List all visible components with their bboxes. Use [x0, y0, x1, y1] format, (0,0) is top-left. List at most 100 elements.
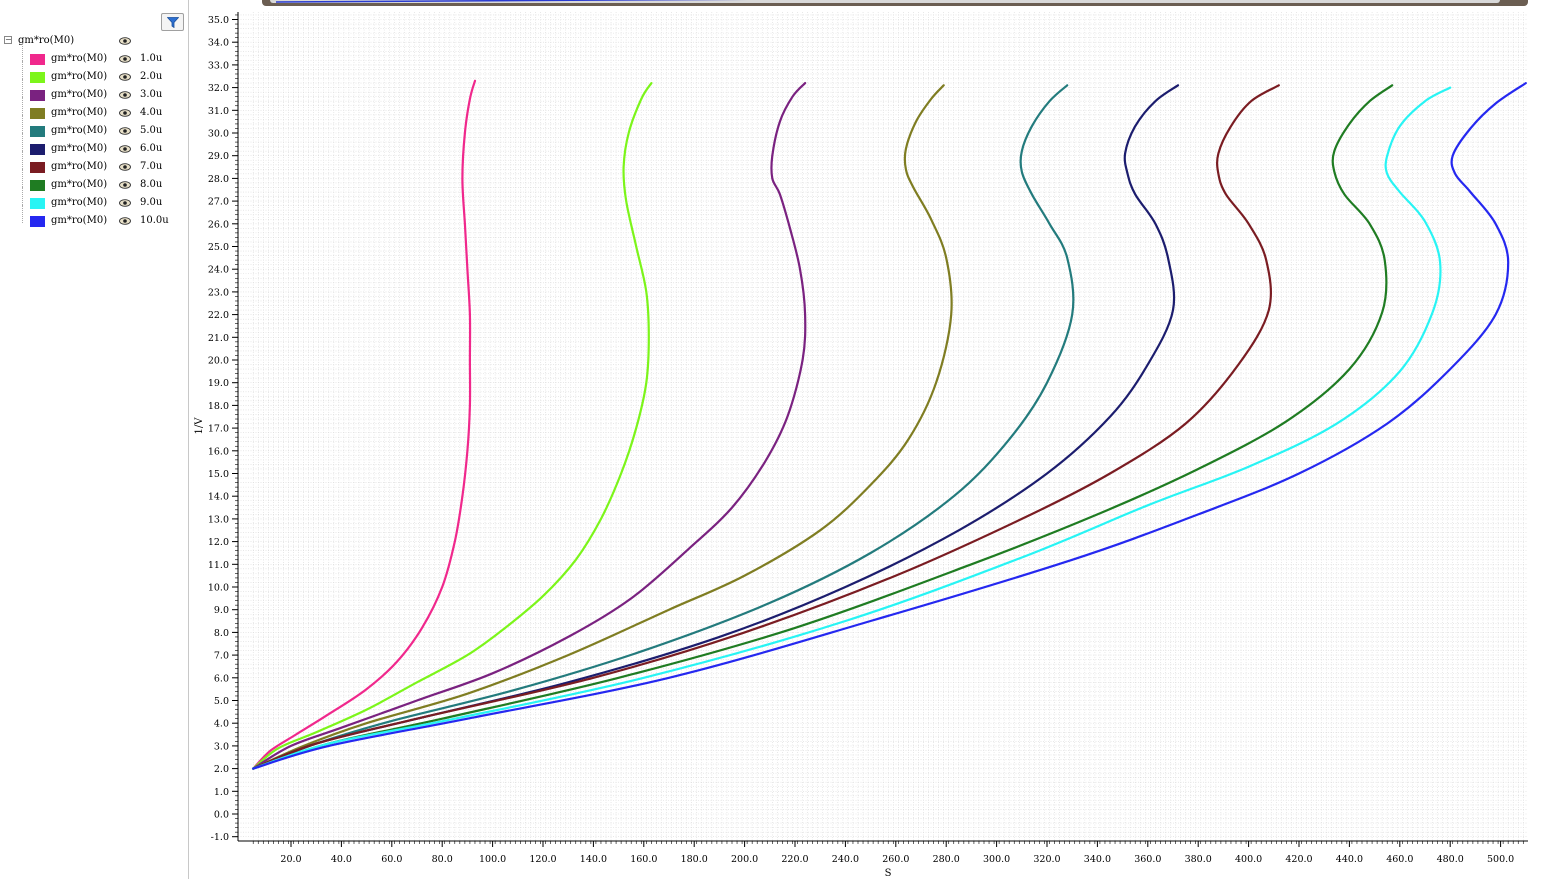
legend-item-value: 3.0u — [140, 89, 163, 100]
visibility-eye-icon[interactable] — [119, 163, 131, 171]
series-line-10[interactable] — [252, 82, 1527, 770]
legend-item-value: 4.0u — [140, 107, 163, 118]
y-tick-label: -1.0 — [211, 832, 229, 843]
visibility-eye-icon[interactable] — [119, 73, 131, 81]
tree-connector — [22, 169, 24, 187]
y-tick-label: 9.0 — [214, 605, 229, 616]
y-tick-label: 19.0 — [208, 378, 229, 389]
tree-connector — [22, 79, 24, 97]
y-tick-label: 26.0 — [208, 219, 229, 230]
x-axis-title: S — [885, 868, 892, 879]
y-tick-label: 3.0 — [214, 741, 229, 752]
series-line-3[interactable] — [252, 82, 807, 770]
tree-connector — [22, 133, 24, 151]
y-tick-label: 32.0 — [208, 83, 229, 94]
legend-item-value: 2.0u — [140, 71, 163, 82]
legend-item-value: 8.0u — [140, 179, 163, 190]
legend-item[interactable]: gm*ro(M0) 3.0u — [0, 79, 186, 105]
legend-swatch — [30, 180, 45, 191]
tree-connector — [22, 205, 24, 223]
x-tick-label: 60.0 — [381, 854, 402, 865]
collapse-toggle-icon[interactable]: − — [4, 35, 12, 44]
x-tick-label: 280.0 — [933, 854, 960, 865]
tree-connector — [22, 97, 24, 115]
x-tick-label: 300.0 — [983, 854, 1010, 865]
y-tick-label: 28.0 — [208, 174, 229, 185]
visibility-eye-icon[interactable] — [119, 181, 131, 189]
plot-series — [252, 79, 1527, 770]
tree-connector — [22, 61, 24, 79]
legend-item-name: gm*ro(M0) — [51, 161, 108, 172]
x-tick-label: 80.0 — [432, 854, 453, 865]
plot-axes: -1.0 0.0 1.0 2.0 3.0 4.0 5.0 6.0 7.0 8.0 9.0 10.0 11… — [208, 12, 1528, 865]
series-line-8[interactable] — [252, 84, 1394, 770]
visibility-eye-icon[interactable] — [119, 145, 131, 153]
x-tick-label: 40.0 — [331, 854, 352, 865]
legend-item-name: gm*ro(M0) — [51, 89, 108, 100]
y-tick-label: 11.0 — [208, 560, 229, 571]
legend-item[interactable]: gm*ro(M0) 7.0u — [0, 151, 186, 177]
visibility-eye-icon[interactable] — [119, 199, 131, 207]
legend-item[interactable]: gm*ro(M0) 10.0u — [0, 205, 186, 231]
x-tick-label: 20.0 — [280, 854, 301, 865]
visibility-eye-icon[interactable] — [119, 217, 131, 225]
visibility-eye-icon[interactable] — [119, 127, 131, 135]
y-tick-label: 23.0 — [208, 287, 229, 298]
y-tick-label: 6.0 — [214, 673, 229, 684]
x-tick-label: 100.0 — [479, 854, 506, 865]
visibility-eye-icon[interactable] — [119, 37, 131, 45]
y-tick-label: 16.0 — [208, 446, 229, 457]
x-tick-label: 200.0 — [731, 854, 758, 865]
legend-item-name: gm*ro(M0) — [51, 53, 108, 64]
legend-item[interactable]: gm*ro(M0) 8.0u — [0, 169, 186, 195]
visibility-eye-icon[interactable] — [119, 109, 131, 117]
x-tick-label: 260.0 — [882, 854, 909, 865]
legend-swatch — [30, 144, 45, 155]
legend-item[interactable]: gm*ro(M0) 4.0u — [0, 97, 186, 123]
x-tick-label: 500.0 — [1487, 854, 1514, 865]
plot-area[interactable]: -1.0 0.0 1.0 2.0 3.0 4.0 5.0 6.0 7.0 8.0 9.0 10.0 11… — [190, 0, 1546, 879]
legend-item[interactable]: gm*ro(M0) 1.0u — [0, 43, 186, 69]
series-line-2[interactable] — [252, 82, 653, 770]
y-tick-label: 17.0 — [208, 424, 229, 435]
visibility-eye-icon[interactable] — [119, 55, 131, 63]
x-tick-label: 480.0 — [1437, 854, 1464, 865]
legend-item-value: 9.0u — [140, 197, 163, 208]
tree-connector — [22, 43, 24, 61]
y-tick-label: 18.0 — [208, 401, 229, 412]
series-line-5[interactable] — [252, 84, 1075, 770]
y-tick-label: 33.0 — [208, 60, 229, 71]
x-tick-label: 460.0 — [1386, 854, 1413, 865]
x-tick-label: 140.0 — [580, 854, 607, 865]
legend-item[interactable]: gm*ro(M0) 2.0u — [0, 61, 186, 87]
tree-connector — [22, 151, 24, 169]
y-tick-label: 22.0 — [208, 310, 229, 321]
y-tick-label: 13.0 — [208, 514, 229, 525]
scrollbar-top[interactable] — [262, 0, 1528, 6]
tree-root-node[interactable]: − gm*ro(M0) — [4, 34, 184, 50]
filter-button[interactable] — [161, 13, 184, 31]
legend-item[interactable]: gm*ro(M0) 6.0u — [0, 133, 186, 159]
x-tick-label: 220.0 — [781, 854, 808, 865]
legend-item[interactable]: gm*ro(M0) 9.0u — [0, 187, 186, 213]
visibility-eye-icon[interactable] — [119, 91, 131, 99]
series-line-4[interactable] — [252, 84, 953, 770]
x-tick-label: 440.0 — [1336, 854, 1363, 865]
series-line-1[interactable] — [252, 79, 477, 770]
legend-item-name: gm*ro(M0) — [51, 215, 108, 226]
series-line-7[interactable] — [252, 84, 1280, 770]
x-tick-label: 380.0 — [1185, 854, 1212, 865]
x-tick-label: 340.0 — [1084, 854, 1111, 865]
y-tick-label: 1.0 — [214, 787, 229, 798]
y-tick-label: 35.0 — [208, 15, 229, 26]
series-line-9[interactable] — [252, 86, 1452, 770]
tree-connector — [22, 187, 24, 205]
tree-connector — [22, 115, 24, 133]
y-tick-label: 12.0 — [208, 537, 229, 548]
y-tick-label: 24.0 — [208, 265, 229, 276]
y-tick-label: 30.0 — [208, 129, 229, 140]
legend-item[interactable]: gm*ro(M0) 5.0u — [0, 115, 186, 141]
legend-item-value: 1.0u — [140, 53, 163, 64]
y-tick-label: 20.0 — [208, 356, 229, 367]
legend-item-value: 6.0u — [140, 143, 163, 154]
